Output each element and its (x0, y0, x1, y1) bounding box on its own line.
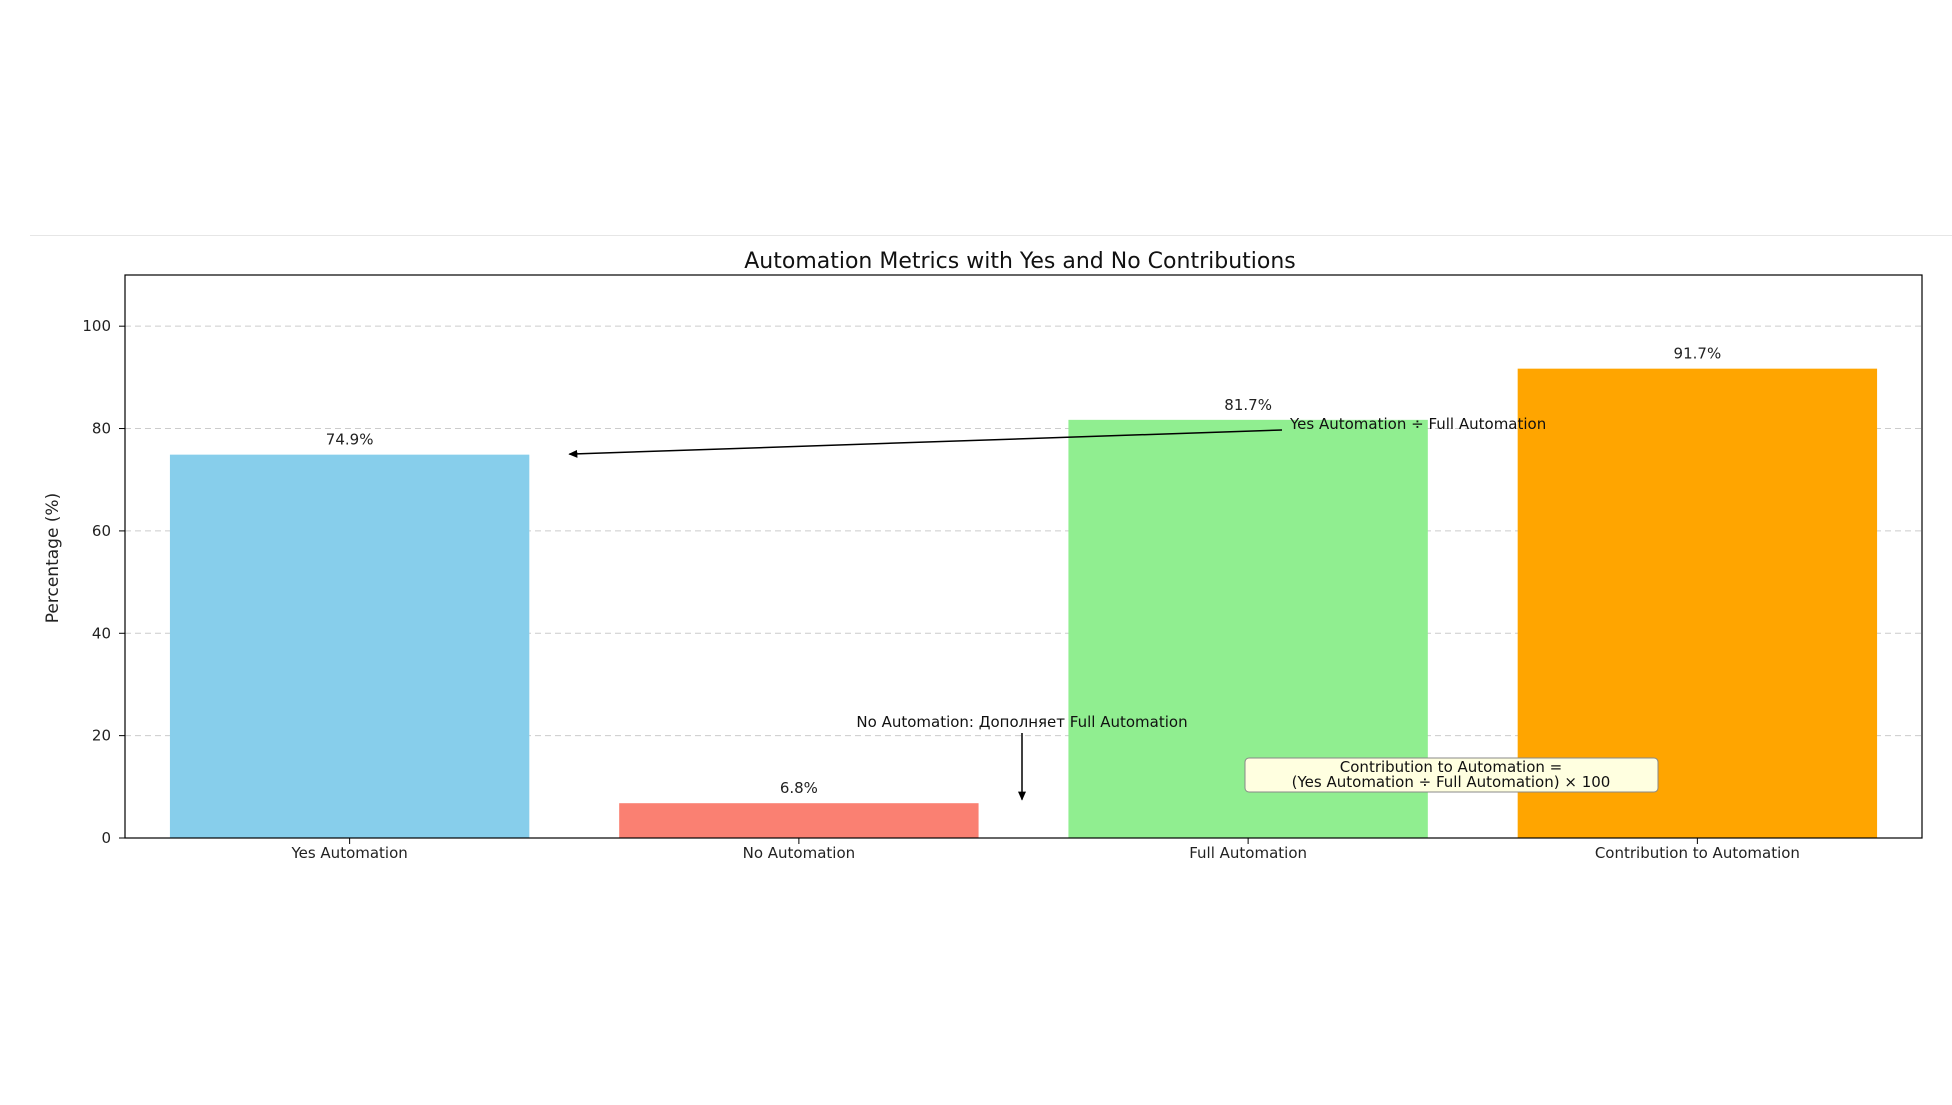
chart-title: Automation Metrics with Yes and No Contr… (744, 249, 1296, 274)
x-axis-ticks: Yes Automation No Automation Full Automati… (290, 838, 1800, 862)
bar-no-automation (619, 803, 979, 838)
y-tick-label-40: 40 (92, 624, 111, 642)
data-label-yes-automation: 74.9% (326, 431, 374, 449)
data-label-full-automation: 81.7% (1224, 396, 1272, 414)
formula-box-background (1244, 757, 1659, 793)
y-tick-label-60: 60 (92, 522, 111, 540)
data-labels: 74.9% 6.8% 81.7% 91.7% (326, 345, 1721, 798)
y-axis-label: Percentage (%) (43, 493, 63, 623)
annotation-ratio-arrow (568, 429, 1283, 458)
x-tick-label-full-automation: Full Automation (1189, 844, 1307, 862)
data-label-no-automation: 6.8% (780, 779, 818, 797)
plot-frame (124, 274, 1923, 839)
data-label-contribution-to-automation: 91.7% (1674, 345, 1722, 363)
x-tick-label-no-automation: No Automation (743, 844, 856, 862)
top-divider (30, 235, 1952, 236)
y-tick-label-100: 100 (82, 317, 111, 335)
annotation-no-automation-text: No Automation: Дополняет Full Automation (856, 713, 1187, 731)
bar-yes-automation (169, 454, 530, 838)
y-tick-label-20: 20 (92, 727, 111, 745)
formula-line-1: Contribution to Automation = (1340, 758, 1562, 776)
y-axis-ticks: 0 20 40 60 80 100 (82, 317, 125, 847)
formula-box: Contribution to Automation = (Yes Automa… (1244, 757, 1659, 793)
y-tick-label-0: 0 (101, 829, 111, 847)
y-tick-label-80: 80 (92, 420, 111, 438)
formula-line-2: (Yes Automation ÷ Full Automation) × 100 (1292, 773, 1611, 791)
annotation-ratio-text: Yes Automation ÷ Full Automation (1289, 415, 1546, 433)
x-tick-label-contribution-to-automation: Contribution to Automation (1595, 844, 1800, 862)
x-tick-label-yes-automation: Yes Automation (290, 844, 407, 862)
